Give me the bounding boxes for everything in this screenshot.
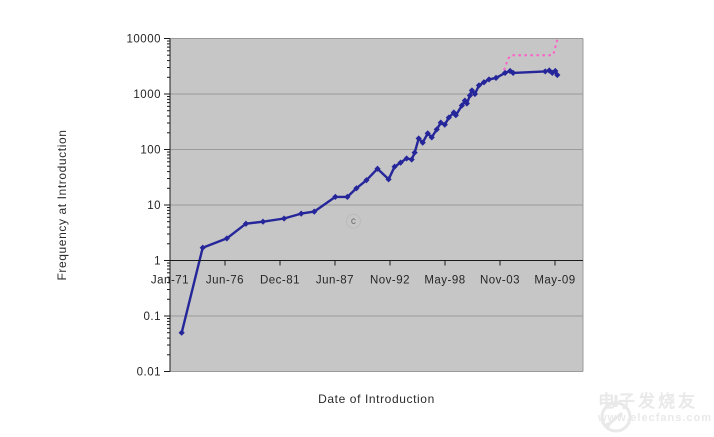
series-frequency-at-introduction-marker <box>492 74 500 82</box>
series-frequency-at-introduction-marker <box>475 82 483 89</box>
annotation-c: c <box>351 216 356 227</box>
series-frequency-at-introduction-marker <box>408 156 415 163</box>
series-frequency-at-introduction-marker <box>441 121 448 128</box>
x-tick-label: Jun-87 <box>316 275 354 287</box>
series-frequency-at-introduction-marker <box>480 79 488 86</box>
series-frequency-at-introduction-marker <box>419 139 426 146</box>
series-frequency-at-introduction-marker <box>411 149 418 156</box>
series-frequency-at-introduction-marker <box>445 114 452 121</box>
x-axis-title: Date of Introduction <box>318 392 435 406</box>
elecfans-logo-icon <box>600 395 632 433</box>
y-tick-label: 1000 <box>133 89 161 101</box>
series-frequency-at-introduction-marker <box>403 155 410 162</box>
x-tick-label: Dec-81 <box>260 275 300 287</box>
x-tick-label: Jun-76 <box>206 275 244 287</box>
series-frequency-at-introduction-marker <box>332 193 339 200</box>
series-projection-line <box>503 39 559 71</box>
series-frequency-at-introduction-marker <box>506 67 514 75</box>
series-frequency-at-introduction-marker <box>199 244 206 251</box>
series-frequency-at-introduction-marker <box>424 130 431 137</box>
y-tick-label: 100 <box>140 145 161 157</box>
x-tick-label: Jan-71 <box>151 275 189 287</box>
y-tick-label: 0.1 <box>144 311 162 323</box>
series-frequency-at-introduction-marker <box>311 208 318 215</box>
x-tick-label: Nov-03 <box>480 275 520 287</box>
series-frequency-at-introduction-marker <box>298 210 305 217</box>
series-frequency-at-introduction-marker <box>415 135 422 142</box>
series-frequency-at-introduction-marker <box>554 71 561 79</box>
series-frequency-at-introduction-marker <box>344 193 351 200</box>
series-frequency-at-introduction-marker <box>353 185 360 192</box>
series-frequency-at-introduction-marker <box>391 163 398 170</box>
series-frequency-at-introduction-marker <box>471 90 479 98</box>
series-frequency-at-introduction-marker <box>510 69 517 76</box>
y-tick-label: 10000 <box>127 34 161 46</box>
series-frequency-at-introduction-marker <box>259 218 267 225</box>
series-frequency-at-introduction-marker <box>452 112 459 119</box>
x-tick-label: May-98 <box>424 275 465 287</box>
x-tick-label: May-09 <box>534 275 575 287</box>
series-frequency-at-introduction-marker <box>468 87 476 94</box>
series-frequency-at-introduction-marker <box>280 215 288 222</box>
series-frequency-at-introduction-marker <box>485 76 493 83</box>
series-frequency-at-introduction-marker <box>501 69 509 76</box>
series-frequency-at-introduction-marker <box>433 126 440 133</box>
series-frequency-at-introduction-marker <box>428 134 435 141</box>
series-frequency-at-introduction-marker <box>458 102 465 109</box>
series-frequency-at-introduction-marker <box>397 159 404 166</box>
watermark: 电子发烧友 www.elecfans.com <box>597 393 712 433</box>
y-tick-label: 10 <box>147 200 161 212</box>
series-frequency-at-introduction-marker <box>385 176 392 183</box>
series-frequency-at-introduction-marker <box>466 92 474 99</box>
y-axis-title: Frequency at Introduction <box>55 129 69 281</box>
series-frequency-at-introduction-marker <box>363 177 370 184</box>
series-frequency-at-introduction-marker <box>546 67 553 74</box>
x-tick-label: Nov-92 <box>370 275 410 287</box>
series-frequency-at-introduction-marker <box>552 67 559 75</box>
series-frequency-at-introduction-marker <box>242 220 250 227</box>
watermark-url-text: www.elecfans.com <box>597 411 712 424</box>
annotation-ring <box>345 213 361 229</box>
y-tick-label: 0.01 <box>137 367 161 379</box>
y-tick-label: 1 <box>154 256 161 268</box>
series-frequency-at-introduction-marker <box>374 165 381 172</box>
series-frequency-at-introduction-marker <box>463 100 471 107</box>
series-frequency-at-introduction-marker <box>223 235 230 242</box>
series-frequency-at-introduction-marker <box>178 329 185 336</box>
